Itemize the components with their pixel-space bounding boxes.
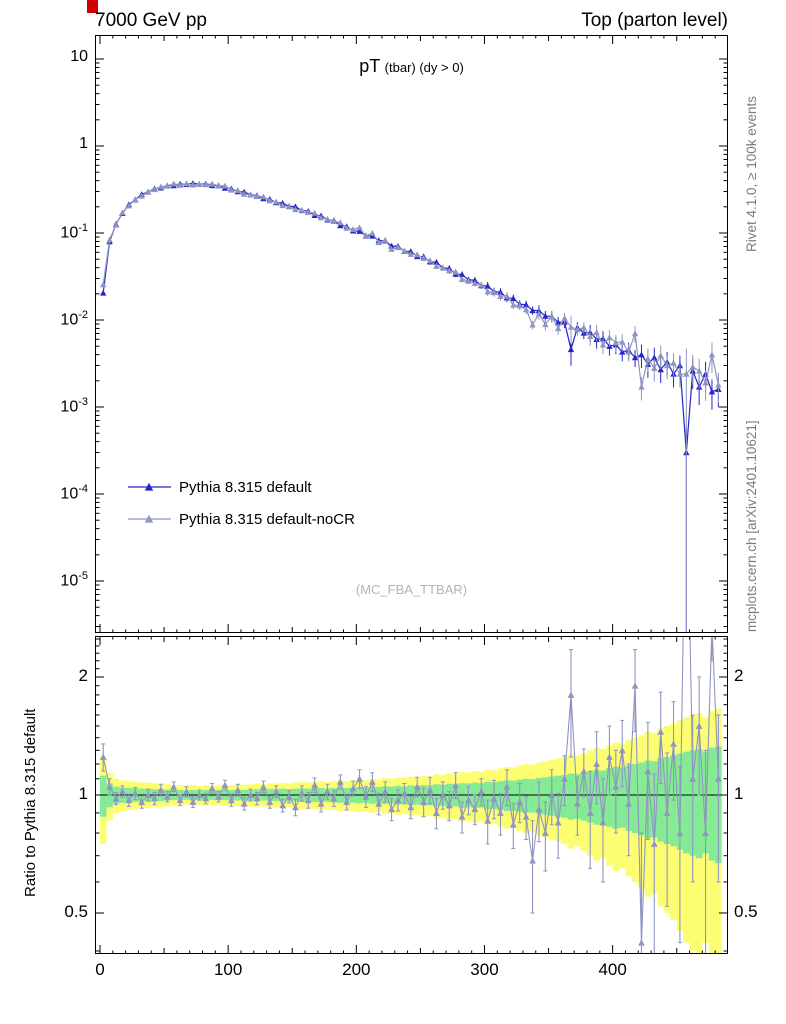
ratio-y-tick-label-left: 2 [78, 666, 88, 685]
x-tick-label: 300 [470, 960, 499, 979]
beam-energy-label: 7000 GeV pp [95, 10, 207, 31]
ratio-y-tick-label-right: 1 [734, 784, 744, 803]
x-tick-label: 0 [95, 960, 105, 979]
main-y-tick-label: 10-5 [60, 570, 88, 590]
legend-entry-label: Pythia 8.315 default [179, 479, 312, 496]
analysis-watermark: (MC_FBA_TTBAR) [355, 582, 468, 597]
observable-label: pT [359, 56, 381, 76]
y-ticks [95, 58, 728, 628]
x-tick-label: 100 [213, 960, 243, 979]
ratio-points [99, 636, 722, 954]
main-y-tick-label: 1 [79, 135, 88, 152]
ratio-y-tick-label-left: 0.5 [64, 902, 88, 921]
main-y-tick-label: 10-1 [60, 222, 88, 242]
main-y-tick-label: 10-4 [60, 483, 88, 503]
x-tick-label: 400 [598, 960, 627, 979]
ratio-axis-title: Ratio to Pythia 8.315 default [22, 708, 39, 897]
main-panel-chart: Pythia 8.315 default Pythia 8.315 default… [95, 35, 728, 633]
process-label: Top (parton level) [581, 10, 728, 31]
selection-label: (tbar) (dy > 0) [384, 60, 464, 75]
main-y-tick-label: 10-3 [60, 396, 88, 416]
ratio-y-tick-label-right: 2 [734, 666, 744, 685]
ratio-panel-chart [95, 636, 728, 954]
rivet-version-label: Rivet 4.1.0, ≥ 100k events [744, 96, 759, 252]
series-default [100, 180, 722, 633]
red-marker [87, 0, 98, 13]
legend: Pythia 8.315 default Pythia 8.315 default… [128, 479, 355, 528]
main-y-tick-label: 10-2 [60, 309, 88, 329]
mcplots-credit-label: mcplots.cern.ch [arXiv:2401.10621] [744, 420, 759, 632]
ratio-y-tick-label-right: 0.5 [734, 902, 758, 921]
plot-title: pT (tbar) (dy > 0) [95, 56, 728, 77]
x-ticks [99, 35, 716, 633]
series-nocr [100, 180, 722, 633]
legend-entry-label: Pythia 8.315 default-noCR [179, 511, 355, 528]
x-tick-label: 200 [342, 960, 371, 979]
main-y-tick-label: 10 [70, 48, 88, 65]
ratio-y-tick-label-left: 1 [78, 784, 88, 803]
